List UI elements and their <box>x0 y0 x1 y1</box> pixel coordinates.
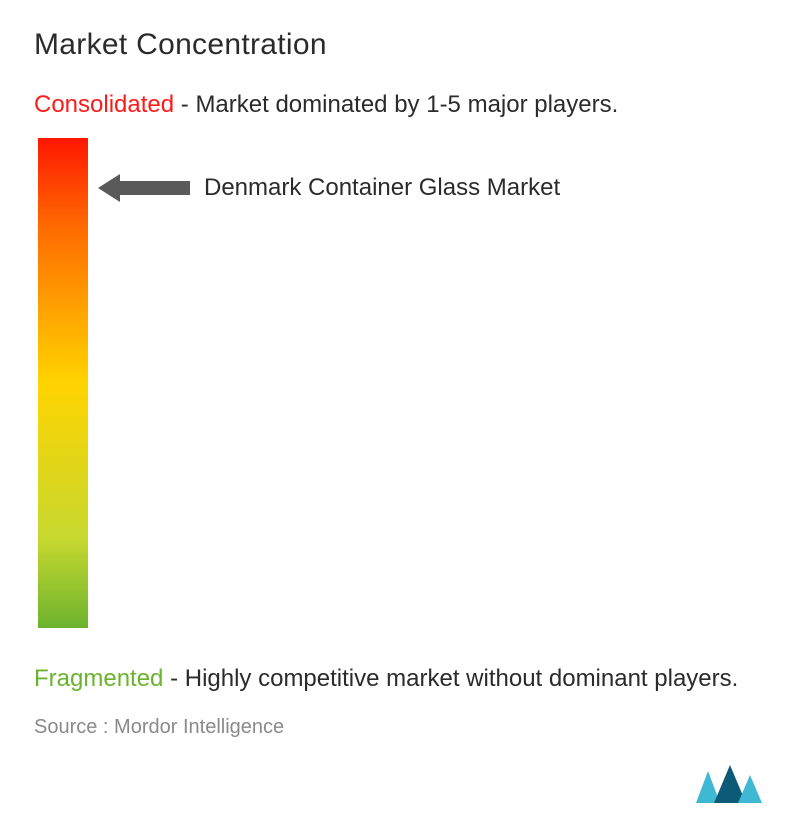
page-title: Market Concentration <box>34 28 762 62</box>
fragmented-text: - Highly competitive market without domi… <box>163 665 738 692</box>
fragmented-keyword: Fragmented <box>34 665 163 692</box>
consolidated-description: Consolidated - Market dominated by 1-5 m… <box>34 90 762 120</box>
source-name: Mordor Intelligence <box>114 716 284 738</box>
consolidated-keyword: Consolidated <box>34 91 174 118</box>
arrow-shaft <box>120 181 190 195</box>
fragmented-description: Fragmented - Highly competitive market w… <box>34 664 762 694</box>
mordor-logo-icon <box>694 763 768 812</box>
arrow-head <box>98 174 120 202</box>
gradient-bar <box>38 138 88 628</box>
marker-label: Denmark Container Glass Market <box>204 173 560 203</box>
source-line: Source : Mordor Intelligence <box>34 716 762 739</box>
concentration-scale: Denmark Container Glass Market <box>34 138 762 638</box>
market-marker: Denmark Container Glass Market <box>98 173 560 203</box>
arrow-left-icon <box>98 174 190 202</box>
source-prefix: Source : <box>34 716 114 738</box>
consolidated-text: - Market dominated by 1-5 major players. <box>174 91 618 118</box>
